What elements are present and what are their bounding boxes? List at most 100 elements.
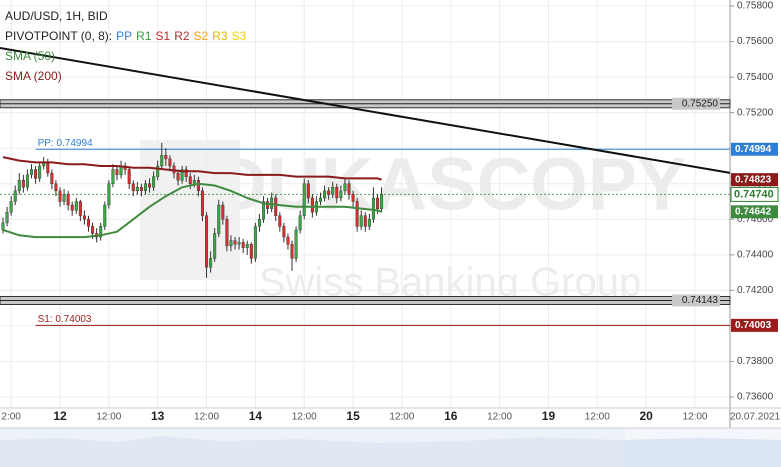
price-tag-label: 0.74994	[735, 144, 772, 155]
navigator-window	[0, 428, 625, 467]
pivot-label: S1: 0.74003	[38, 314, 92, 325]
candle-body	[274, 197, 278, 216]
candle-body	[367, 219, 371, 227]
candle-body	[176, 172, 180, 181]
candle-body	[184, 169, 188, 177]
candle-body	[319, 197, 323, 202]
candle-body	[217, 204, 221, 234]
candle-body	[135, 187, 139, 192]
x-tick-label: 12:00	[292, 412, 317, 423]
x-tick-label: 16	[444, 409, 458, 423]
candle-body	[115, 169, 119, 176]
legend-row: SMA (200)	[5, 66, 250, 86]
x-tick-label: 20	[639, 409, 653, 423]
price-tag-label: 0.74823	[735, 174, 772, 185]
price-tag-label: 0.74642	[735, 206, 772, 217]
candle-body	[66, 194, 70, 206]
candle-body	[127, 169, 131, 184]
candle-body	[233, 240, 237, 245]
candle-body	[86, 219, 90, 227]
candle-body	[294, 229, 298, 259]
candle-body	[266, 201, 270, 209]
candle-body	[205, 215, 209, 268]
candle-body	[160, 155, 164, 167]
candle-body	[188, 176, 192, 184]
trend-line	[0, 46, 731, 174]
y-tick-label: 0.74200	[737, 285, 774, 296]
candle-body	[25, 174, 29, 188]
candle-body	[21, 179, 25, 188]
price-tag	[731, 205, 778, 219]
candle-body	[143, 183, 147, 192]
x-tick-label: 13	[151, 409, 165, 423]
pivot-label: PP: 0.74994	[38, 138, 93, 149]
candle-body	[70, 204, 74, 211]
y-tick-label: 0.75200	[737, 107, 774, 118]
candle-body	[17, 179, 21, 192]
pivot-legend-prefix: PIVOTPOINT (0, 8):	[5, 29, 113, 43]
candle-body	[323, 190, 327, 199]
x-tick-label: 12:00	[96, 412, 121, 423]
pivot-legend: PIVOTPOINT (0, 8): PP R1 S1 R2 S2 R3 S3	[5, 26, 250, 46]
candle-body	[58, 190, 62, 202]
candle-body	[9, 201, 13, 213]
candle-body	[5, 211, 9, 224]
y-tick-label: 0.75600	[737, 36, 774, 47]
candle-body	[371, 197, 375, 220]
x-tick-label: 12:00	[194, 412, 219, 423]
legend-title: AUD/USD, 1H, BID	[5, 9, 108, 23]
price-tag	[731, 142, 778, 156]
candle-body	[78, 201, 82, 216]
candle-body	[103, 204, 107, 227]
candle-body	[168, 158, 172, 167]
pivot-legend-item: R1	[136, 29, 152, 43]
candle-body	[339, 190, 343, 199]
x-tick-label: 12:00	[585, 412, 610, 423]
candle-body	[253, 226, 257, 259]
band-label-bg	[672, 97, 720, 110]
candle-body	[262, 201, 266, 220]
candle-body	[13, 190, 17, 202]
legend-item: SMA (200)	[5, 69, 62, 83]
candle-body	[290, 243, 294, 259]
candle-body	[131, 183, 135, 192]
candle-body	[302, 183, 306, 216]
candle-body	[331, 187, 335, 195]
x-tick-label: 12	[53, 409, 67, 423]
y-tick-label: 0.73800	[737, 356, 774, 367]
candle-body	[74, 201, 78, 211]
candle-body	[148, 183, 152, 188]
candle-body	[335, 187, 339, 199]
y-tick-label: 0.74400	[737, 249, 774, 260]
candle-body	[209, 258, 213, 268]
sma-legend: SMA (50) SMA (200)	[5, 46, 250, 86]
pivot-legend-item: S3	[231, 29, 247, 43]
band-label: 0.75250	[682, 98, 719, 109]
candle-body	[180, 169, 184, 181]
candle-body	[200, 190, 204, 216]
candle-body	[245, 243, 249, 248]
price-tag	[731, 318, 778, 332]
candle-body	[1, 222, 5, 231]
candle-body	[91, 226, 95, 234]
candle-body	[278, 215, 282, 227]
x-axis-date: 20.07.2021	[730, 412, 780, 423]
x-tick-label: 12:00	[487, 412, 512, 423]
candle-body	[107, 183, 111, 206]
sma-line	[2, 156, 382, 181]
candle-body	[46, 162, 50, 174]
candle-body	[359, 215, 363, 227]
candle-body	[380, 194, 384, 209]
sma-line	[2, 182, 382, 239]
x-tick-label: 2:00	[1, 412, 21, 423]
candle-body	[156, 165, 160, 177]
candle-body	[347, 183, 351, 195]
pivot-legend-item: S2	[193, 29, 209, 43]
candle-body	[375, 197, 379, 209]
candle-body	[229, 240, 233, 247]
legend-item: SMA (50)	[5, 49, 56, 63]
candle-body	[310, 197, 314, 213]
candle-body	[111, 169, 115, 184]
